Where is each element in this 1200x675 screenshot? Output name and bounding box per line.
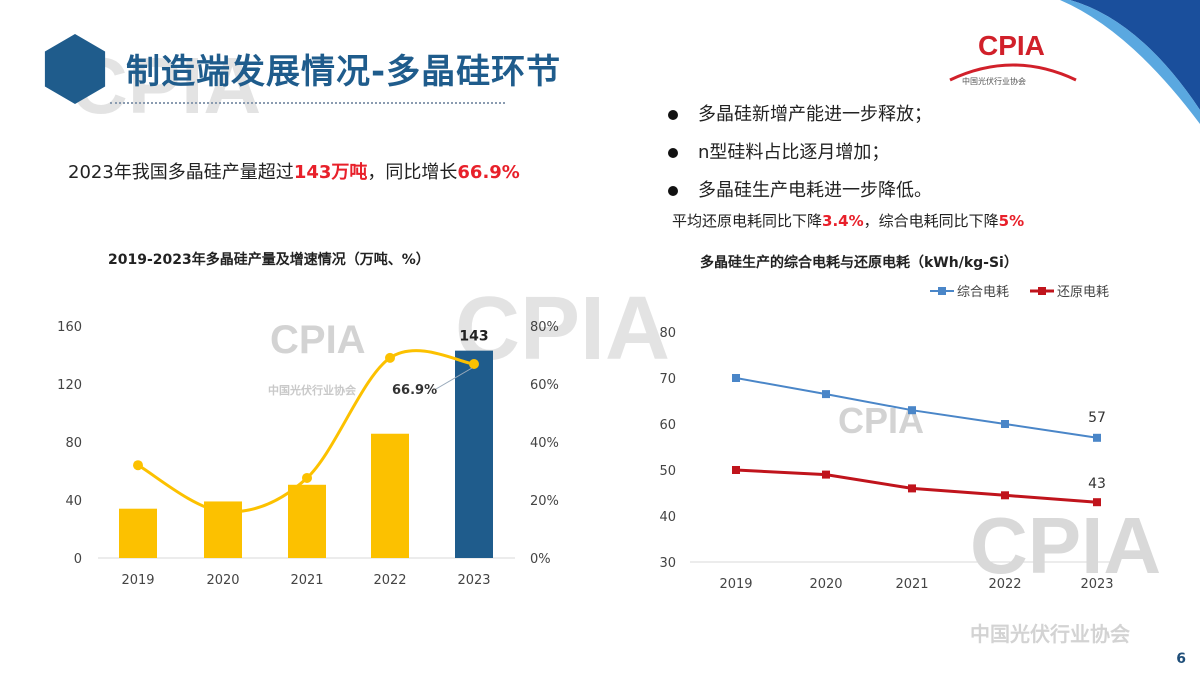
- legend-label: 综合电耗: [957, 285, 1009, 300]
- x-tick-label: 2019: [121, 573, 154, 588]
- chart1-title: 2019-2023年多晶硅产量及增速情况（万吨、%）: [108, 252, 430, 268]
- y-tick-label: 30: [659, 556, 676, 571]
- x-tick-label: 2022: [373, 573, 406, 588]
- y-tick-label: 160: [57, 320, 82, 335]
- page-number: 6: [1176, 651, 1186, 667]
- headline-value: 66.9%: [457, 162, 520, 183]
- bullet-item: 多晶硅生产电耗进一步降低。: [668, 176, 932, 214]
- summary-text: ，综合电耗同比下降: [863, 212, 999, 230]
- series-marker: [908, 484, 916, 493]
- bullet-icon: [668, 148, 678, 158]
- legend-marker: [1038, 287, 1046, 295]
- y2-tick-label: 80%: [530, 320, 559, 335]
- series-marker: [1001, 491, 1009, 500]
- y-tick-label: 50: [659, 464, 676, 479]
- bar: [455, 350, 493, 558]
- bullet-icon: [668, 186, 678, 196]
- summary-value: 5%: [998, 212, 1025, 230]
- series-marker: [908, 406, 916, 415]
- series-marker: [1093, 498, 1101, 507]
- headline-text: ，同比增长: [367, 162, 458, 183]
- summary-value: 3.4%: [822, 212, 864, 230]
- watermark-text: 中国光伏行业协会: [268, 385, 356, 397]
- headline-text: 2023年我国多晶硅产量超过: [68, 162, 294, 183]
- headline: 2023年我国多晶硅产量超过143万吨，同比增长66.9%: [68, 158, 520, 184]
- label-leader: [435, 367, 473, 390]
- y-tick-label: 70: [659, 372, 676, 387]
- series-marker: [732, 374, 740, 382]
- bullet-item: 多晶硅新增产能进一步释放；: [668, 100, 932, 138]
- series-marker: [1001, 420, 1009, 428]
- y-tick-label: 40: [65, 494, 82, 509]
- legend-label: 还原电耗: [1057, 285, 1109, 300]
- growth-point: [469, 358, 479, 369]
- page-title: 制造端发展情况-多晶硅环节: [126, 52, 562, 92]
- energy-summary: 平均还原电耗同比下降3.4%，综合电耗同比下降5%: [672, 210, 1024, 231]
- logo-subtitle: 中国光伏行业协会: [962, 77, 1026, 86]
- y2-tick-label: 0%: [530, 552, 551, 567]
- bar-data-label: 143: [459, 329, 488, 345]
- headline-value: 143万吨: [293, 162, 368, 183]
- x-tick-label: 2023: [457, 573, 490, 588]
- watermark-logo: CPIA: [270, 318, 366, 362]
- bar: [119, 508, 157, 558]
- y-tick-label: 0: [74, 552, 82, 567]
- x-tick-label: 2020: [206, 573, 239, 588]
- cpia-logo: CPIA: [978, 30, 1045, 61]
- y-tick-label: 80: [659, 326, 676, 341]
- series-line: [735, 377, 1098, 439]
- growth-point: [133, 460, 143, 471]
- x-tick-label: 2020: [809, 577, 842, 592]
- growth-point: [302, 472, 312, 483]
- bullet-text: 多晶硅生产电耗进一步降低。: [698, 180, 932, 201]
- growth-point: [385, 352, 395, 363]
- data-label: 57: [1088, 410, 1106, 426]
- bar: [371, 433, 409, 558]
- y-tick-label: 60: [659, 418, 676, 433]
- series-marker: [822, 470, 830, 479]
- y-tick-label: 80: [65, 436, 82, 451]
- x-tick-label: 2022: [988, 577, 1021, 592]
- y2-tick-label: 60%: [530, 378, 559, 393]
- title-divider: [110, 102, 505, 104]
- legend-marker: [938, 287, 946, 295]
- bar: [288, 484, 326, 558]
- data-label: 43: [1088, 476, 1106, 492]
- chart2-title: 多晶硅生产的综合电耗与还原电耗（kWh/kg-Si）: [700, 255, 1018, 271]
- logo-arc: [949, 63, 1077, 82]
- series-marker: [822, 390, 830, 399]
- x-tick-label: 2021: [290, 573, 323, 588]
- watermark-text: 中国光伏行业协会: [970, 624, 1130, 646]
- bullet-item: n型硅料占比逐月增加；: [668, 138, 932, 176]
- bullet-text: n型硅料占比逐月增加；: [698, 142, 890, 163]
- summary-text: 平均还原电耗同比下降: [672, 212, 823, 230]
- y2-tick-label: 40%: [530, 436, 559, 451]
- series-marker: [1093, 433, 1101, 442]
- x-tick-label: 2021: [895, 577, 928, 592]
- line-data-label: 66.9%: [392, 383, 437, 398]
- y-tick-label: 40: [659, 510, 676, 525]
- y-tick-label: 120: [57, 378, 82, 393]
- series-marker: [732, 466, 740, 474]
- bullet-list: 多晶硅新增产能进一步释放； n型硅料占比逐月增加； 多晶硅生产电耗进一步降低。: [668, 100, 932, 214]
- x-tick-label: 2023: [1080, 577, 1113, 592]
- watermark-logo: CPIA: [970, 501, 1162, 590]
- y2-tick-label: 20%: [530, 494, 559, 509]
- bullet-text: 多晶硅新增产能进一步释放；: [698, 104, 932, 125]
- corner-decoration: [1060, 0, 1200, 124]
- bullet-icon: [668, 110, 678, 120]
- series-line: [735, 468, 1098, 504]
- x-tick-label: 2019: [719, 577, 752, 592]
